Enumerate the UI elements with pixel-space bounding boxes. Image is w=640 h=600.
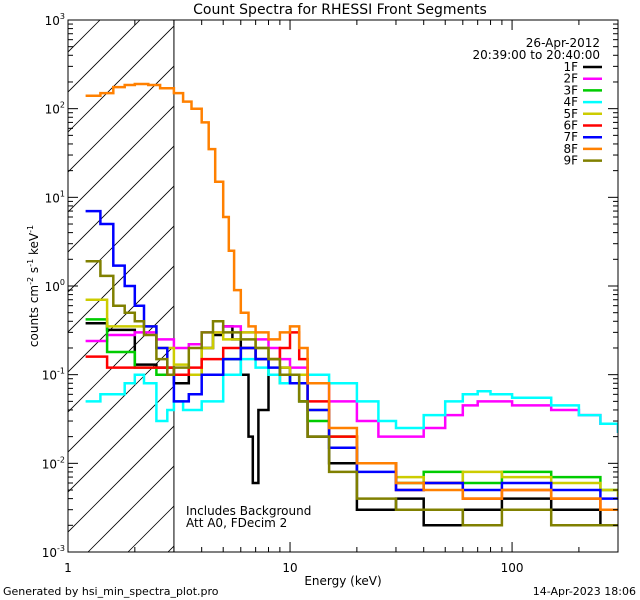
y-tick-base: 10 xyxy=(42,546,57,560)
generated-by-label: Generated by hsi_min_spectra_plot.pro xyxy=(3,585,219,598)
y-axis-label-exp2: -1 xyxy=(26,259,35,267)
legend-label-6F: 6F xyxy=(563,119,578,133)
hatch-line xyxy=(68,265,174,373)
y-axis-label-exp1: -2 xyxy=(26,277,35,285)
y-tick-exponent: -1 xyxy=(57,367,65,376)
chart-title: Count Spectra for RHESSI Front Segments xyxy=(193,2,487,18)
y-tick-base: 10 xyxy=(45,280,60,294)
y-tick-label: 10-2 xyxy=(42,455,65,471)
legend-label-2F: 2F xyxy=(563,72,578,86)
series-7F xyxy=(85,209,618,500)
date-label: 26-Apr-2012 xyxy=(526,36,600,50)
x-tick-label: 100 xyxy=(501,561,524,575)
y-axis-label-s: s xyxy=(27,267,41,277)
y-tick-exponent: 3 xyxy=(60,12,65,21)
legend-label-1F: 1F xyxy=(563,60,578,74)
y-tick-exponent: -2 xyxy=(57,455,65,464)
y-axis-label-counts: counts cm xyxy=(27,285,41,347)
hatch-line xyxy=(68,65,174,173)
hatch-line xyxy=(68,25,174,133)
series-5F xyxy=(85,298,618,499)
time-range-label: 20:39:00 to 20:40:00 xyxy=(473,48,600,62)
y-tick-base: 10 xyxy=(42,369,57,383)
timestamp-label: 14-Apr-2023 18:06 xyxy=(533,585,636,598)
y-tick-exponent: 0 xyxy=(60,278,65,287)
y-tick-base: 10 xyxy=(45,191,60,205)
series-9F xyxy=(85,260,618,527)
y-axis-label-kev: keV xyxy=(27,232,41,259)
legend-label-9F: 9F xyxy=(563,154,578,168)
series-4F xyxy=(85,357,618,433)
x-tick-label: 10 xyxy=(282,561,297,575)
x-tick-label: 1 xyxy=(64,561,72,575)
y-tick-label: 100 xyxy=(45,278,65,294)
y-tick-exponent: -3 xyxy=(57,544,65,553)
y-tick-label: 102 xyxy=(45,101,65,117)
y-tick-base: 10 xyxy=(45,14,60,28)
hatch-line xyxy=(68,385,174,493)
annotation-attenuator: Att A0, FDecim 2 xyxy=(186,516,287,530)
y-axis-label: counts cm-2 s-1 keV-1 xyxy=(26,225,41,347)
legend-label-3F: 3F xyxy=(563,83,578,97)
y-tick-base: 10 xyxy=(45,103,60,117)
legend-label-8F: 8F xyxy=(563,142,578,156)
legend-label-5F: 5F xyxy=(563,107,578,121)
y-tick-label: 103 xyxy=(45,12,65,28)
x-axis-label: Energy (keV) xyxy=(304,574,381,588)
hatch-line xyxy=(68,425,174,533)
y-tick-base: 10 xyxy=(42,457,57,471)
legend-label-4F: 4F xyxy=(563,95,578,109)
hatch-line xyxy=(68,105,174,213)
legend-label-7F: 7F xyxy=(563,130,578,144)
hatch-line xyxy=(0,20,20,552)
annotation-background: Includes Background xyxy=(186,504,311,518)
y-tick-label: 10-3 xyxy=(42,544,65,560)
axis-ticks xyxy=(67,20,619,553)
x-tick-labels: 1 10 100 xyxy=(64,561,523,575)
y-tick-exponent: 1 xyxy=(60,189,65,198)
series-group xyxy=(85,82,618,527)
series-8F xyxy=(85,82,618,511)
y-tick-exponent: 2 xyxy=(60,101,65,110)
y-tick-label: 101 xyxy=(45,189,65,205)
y-tick-label: 10-1 xyxy=(42,367,65,383)
series-1F xyxy=(85,322,618,527)
y-axis-label-exp3: -1 xyxy=(26,225,35,233)
